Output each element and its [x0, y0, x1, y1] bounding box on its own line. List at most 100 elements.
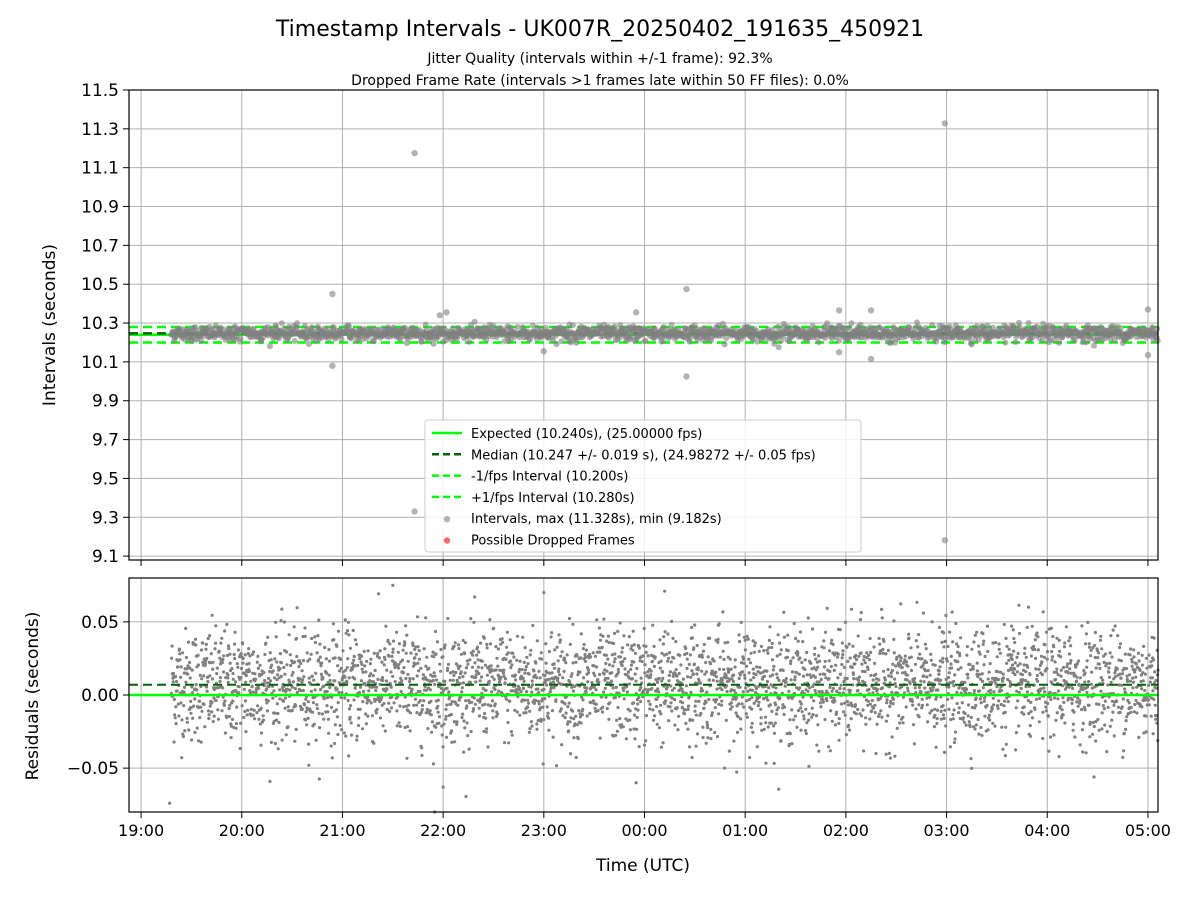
residual-point: [987, 713, 992, 717]
residual-point: [901, 721, 905, 725]
residual-point: [598, 638, 603, 642]
residual-point: [281, 699, 286, 703]
residual-point: [514, 688, 518, 692]
residual-point: [806, 616, 810, 620]
residual-point: [451, 678, 455, 682]
residual-point: [392, 701, 396, 705]
residual-point: [692, 662, 697, 666]
residual-point: [459, 670, 463, 674]
residual-point: [577, 709, 581, 713]
interval-point: [1002, 339, 1009, 346]
residual-point: [604, 661, 608, 666]
residual-point: [726, 640, 730, 644]
residual-point: [218, 676, 222, 680]
residual-point: [358, 685, 363, 689]
residual-point: [847, 728, 852, 732]
residual-point: [876, 714, 881, 719]
residual-point: [497, 689, 501, 693]
intervals-y-tick-label: 9.7: [92, 431, 119, 451]
residual-point: [506, 651, 510, 655]
residual-point: [360, 727, 365, 731]
residual-point: [482, 636, 486, 640]
residual-point: [1029, 700, 1033, 705]
residual-point: [956, 660, 960, 664]
residual-point: [374, 688, 378, 693]
interval-point: [715, 322, 722, 329]
residual-point: [502, 674, 506, 678]
residual-point: [213, 686, 217, 690]
residual-point: [552, 686, 556, 690]
intervals-y-tick-label: 11.1: [81, 159, 119, 179]
residual-point: [450, 740, 454, 744]
residual-point: [762, 696, 766, 701]
intervals-y-tick-label: 9.9: [92, 392, 119, 412]
residual-point: [453, 641, 457, 645]
interval-point: [687, 335, 694, 341]
residual-point: [1032, 644, 1036, 648]
residual-point: [1045, 650, 1050, 654]
residual-point: [648, 702, 652, 707]
residual-point: [465, 704, 469, 708]
residual-point: [928, 711, 932, 715]
residual-point: [927, 680, 931, 684]
residual-point: [625, 690, 629, 694]
residual-point: [568, 642, 572, 647]
residual-point: [778, 652, 782, 656]
residual-point: [710, 713, 714, 718]
residual-point: [214, 624, 218, 628]
residual-point: [813, 675, 818, 679]
residual-point: [217, 649, 221, 654]
residual-point: [275, 660, 279, 664]
residual-point: [175, 679, 179, 684]
residual-point: [442, 646, 447, 650]
residual-point: [376, 651, 380, 656]
residual-point: [188, 666, 192, 670]
residual-point: [1036, 648, 1040, 652]
residual-point: [772, 731, 777, 735]
residual-point: [353, 686, 357, 690]
residual-point: [576, 736, 580, 741]
residual-point: [880, 715, 884, 719]
residual-point: [527, 730, 532, 734]
residual-point: [400, 658, 405, 662]
residual-point: [1002, 704, 1006, 708]
residual-point: [662, 635, 666, 639]
residual-point: [1045, 657, 1049, 661]
residual-point: [626, 643, 630, 647]
residual-point: [207, 713, 211, 717]
residual-point: [568, 720, 572, 724]
residual-point: [997, 642, 1001, 646]
residual-point: [786, 633, 790, 637]
residual-point: [762, 649, 766, 653]
residual-point: [510, 663, 514, 667]
residual-point: [833, 699, 837, 703]
residual-point: [479, 675, 484, 679]
residual-point: [556, 669, 561, 674]
residual-point: [978, 652, 982, 656]
residual-point: [519, 674, 524, 678]
residual-point: [207, 716, 211, 721]
residual-point: [999, 688, 1004, 693]
residual-point: [517, 670, 521, 674]
residual-point: [776, 633, 780, 637]
residual-point: [864, 716, 868, 720]
residual-point: [184, 626, 188, 631]
residual-point: [708, 662, 713, 666]
residual-point: [732, 673, 736, 677]
residual-point: [681, 701, 685, 705]
residual-point: [434, 725, 438, 729]
residual-point: [992, 703, 996, 707]
residual-point: [535, 722, 539, 726]
residual-point: [914, 707, 918, 711]
residual-point: [951, 713, 955, 717]
residual-point: [464, 699, 468, 703]
residual-point: [522, 679, 526, 683]
residual-point: [719, 703, 724, 707]
residual-point: [1028, 673, 1032, 677]
residual-point: [884, 752, 888, 756]
residual-point: [525, 690, 529, 694]
residual-point: [378, 682, 382, 687]
residual-point: [233, 630, 237, 634]
residual-point: [956, 645, 960, 649]
residual-point: [421, 673, 425, 677]
